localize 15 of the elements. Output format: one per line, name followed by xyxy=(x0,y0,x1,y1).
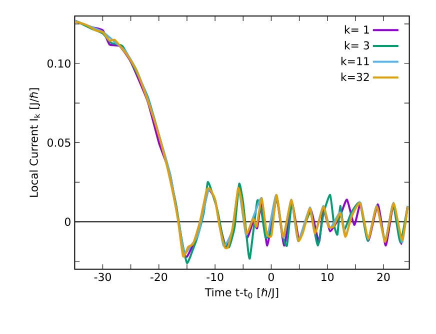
y-tick-label: 0.05 xyxy=(48,138,70,147)
legend-label: k=32 xyxy=(341,72,369,82)
x-tick-label: 20 xyxy=(377,272,390,282)
x-tick-label: 10 xyxy=(322,272,334,282)
y-tick-label: 0 xyxy=(64,218,70,226)
x-tick-label: -30 xyxy=(94,272,111,282)
x-axis-title: Time t-t$_{0}$ [ℏ/J] xyxy=(204,288,278,298)
y-axis-title: Local Current I$_{k}$ [J/ℏ] xyxy=(29,88,40,197)
legend-label: k= 1 xyxy=(344,25,369,34)
x-tick-label: -20 xyxy=(150,272,168,282)
legend-label: k= 3 xyxy=(344,41,370,50)
x-tick-label: -10 xyxy=(206,272,224,282)
legend-label: k=11 xyxy=(341,56,369,66)
x-tick-label: 0 xyxy=(268,272,274,282)
y-tick-label: 0.10 xyxy=(48,59,70,68)
